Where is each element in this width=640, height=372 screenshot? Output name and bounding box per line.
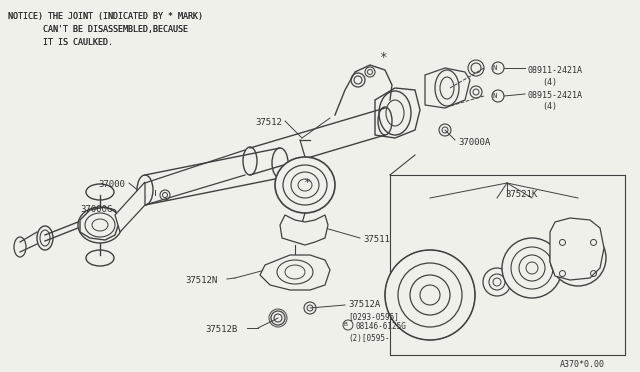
Text: 37000G: 37000G xyxy=(80,205,112,214)
Text: (4): (4) xyxy=(542,78,557,87)
Text: B: B xyxy=(343,323,347,327)
Text: 08911-2421A: 08911-2421A xyxy=(527,66,582,75)
Text: 37000: 37000 xyxy=(98,180,125,189)
Text: (2)[0595-: (2)[0595- xyxy=(348,334,390,343)
Text: 37512N: 37512N xyxy=(185,276,217,285)
Polygon shape xyxy=(280,215,328,245)
Text: NOTICE) THE JOINT (INDICATED BY * MARK): NOTICE) THE JOINT (INDICATED BY * MARK) xyxy=(8,12,203,21)
Text: IT IS CAULKED.: IT IS CAULKED. xyxy=(8,38,113,47)
Text: *: * xyxy=(303,178,310,188)
Text: 37512B: 37512B xyxy=(205,325,237,334)
Polygon shape xyxy=(115,182,145,232)
Text: 37521K: 37521K xyxy=(505,190,537,199)
Circle shape xyxy=(502,238,562,298)
Polygon shape xyxy=(80,207,120,240)
Text: (4): (4) xyxy=(542,102,557,111)
Text: *: * xyxy=(380,51,387,64)
Text: 37512: 37512 xyxy=(255,118,282,127)
Text: N: N xyxy=(493,93,497,99)
Circle shape xyxy=(385,250,475,340)
Text: [0293-0595]: [0293-0595] xyxy=(348,312,399,321)
Text: CAN'T BE DISASSEMBLED,BECAUSE: CAN'T BE DISASSEMBLED,BECAUSE xyxy=(8,25,188,34)
Text: 08146-6125G: 08146-6125G xyxy=(355,322,406,331)
Text: 08915-2421A: 08915-2421A xyxy=(527,91,582,100)
Circle shape xyxy=(550,230,606,286)
Text: NOTICE) THE JOINT (INDICATED BY * MARK): NOTICE) THE JOINT (INDICATED BY * MARK) xyxy=(8,12,203,21)
Text: IT IS CAULKED.: IT IS CAULKED. xyxy=(8,38,113,47)
Text: 37511: 37511 xyxy=(363,235,390,244)
Polygon shape xyxy=(260,255,330,290)
Text: CAN'T BE DISASSEMBLED,BECAUSE: CAN'T BE DISASSEMBLED,BECAUSE xyxy=(8,25,188,34)
Text: 37000A: 37000A xyxy=(458,138,490,147)
Text: A370*0.00: A370*0.00 xyxy=(560,360,605,369)
Text: 37512A: 37512A xyxy=(348,300,380,309)
Polygon shape xyxy=(550,218,604,280)
Text: N: N xyxy=(493,65,497,71)
Ellipse shape xyxy=(275,157,335,213)
